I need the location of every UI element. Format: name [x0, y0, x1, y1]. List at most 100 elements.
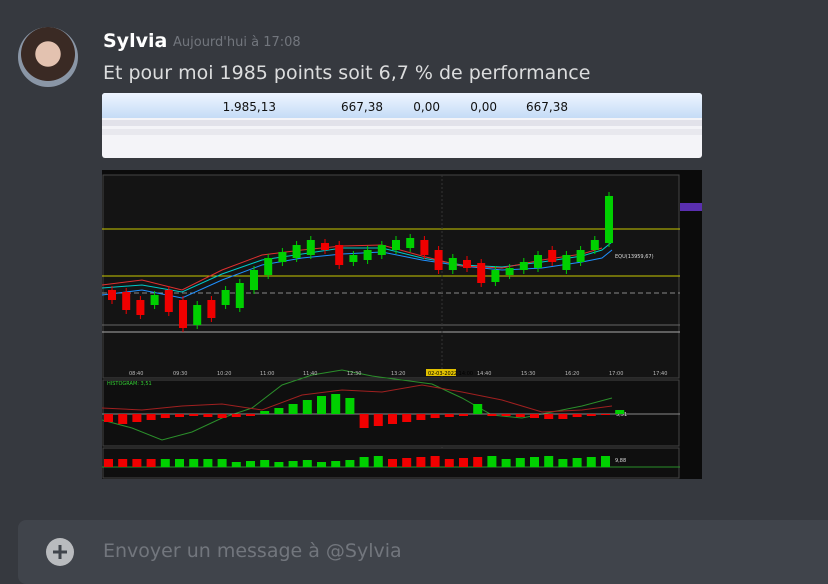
time-label: 09:30	[173, 371, 187, 377]
time-label: 17:40	[653, 371, 667, 377]
time-label: 10:20	[217, 371, 231, 377]
composer-placeholder: Envoyer un message à @Sylvia	[103, 540, 402, 562]
histogram-bar	[544, 414, 554, 419]
time-label: 08:40	[129, 371, 143, 377]
histogram-bar	[487, 414, 497, 416]
price-axis	[680, 175, 701, 378]
time-label: 11:40	[303, 371, 317, 377]
time-label: 11:00	[260, 371, 274, 377]
time-label: 13:20	[391, 371, 405, 377]
lower-bar	[160, 459, 170, 467]
signal-line	[102, 384, 613, 413]
chart-image[interactable]: EQU(13959,67) HISTOGRAM: 3,51 3,51 9,88 …	[102, 170, 702, 479]
lower-bar	[430, 456, 440, 467]
candle	[136, 300, 145, 315]
time-label: 12:30	[347, 371, 361, 377]
histogram-panel	[102, 379, 680, 447]
candle	[321, 243, 329, 250]
histogram-bar	[601, 414, 610, 415]
lower-bar	[104, 459, 113, 467]
avatar[interactable]	[18, 27, 78, 87]
candle	[548, 250, 557, 262]
histogram-bar	[231, 414, 241, 417]
histogram-bar	[302, 400, 312, 414]
lower-bar	[388, 459, 397, 467]
lower-bar	[601, 456, 610, 467]
histogram-bar	[558, 414, 568, 419]
lower-bar	[402, 458, 412, 467]
histogram-bar	[104, 414, 113, 422]
lower-bar	[444, 459, 454, 467]
histogram-bar	[416, 414, 426, 420]
candle	[519, 262, 528, 270]
attach-button[interactable]	[46, 538, 74, 566]
histogram-value: 3,51	[616, 412, 627, 418]
candle	[164, 290, 173, 312]
time-label: 15:30	[521, 371, 535, 377]
histogram-bar	[118, 414, 128, 424]
candle	[250, 270, 258, 290]
candle	[576, 250, 585, 262]
candle	[463, 260, 471, 268]
lower-bar	[530, 457, 539, 467]
lower-bar	[231, 462, 241, 467]
lower-bar	[487, 456, 497, 467]
lower-bar	[359, 457, 369, 467]
candle	[448, 258, 457, 270]
table-cell: 667,38	[341, 100, 383, 114]
candle	[264, 258, 273, 275]
histogram-bar	[331, 394, 341, 414]
table-cell: 667,38	[526, 100, 568, 114]
lower-bar	[118, 459, 128, 467]
time-label: 16:20	[565, 371, 579, 377]
candle	[434, 250, 443, 270]
lower-bar	[473, 457, 483, 467]
lower-bar	[246, 461, 255, 467]
histogram-bar	[274, 408, 284, 414]
lower-bar	[274, 462, 284, 467]
signal-line	[102, 369, 613, 441]
candle	[477, 263, 486, 283]
lower-bar	[586, 457, 596, 467]
author-name[interactable]: Sylvia	[103, 30, 168, 52]
histogram-bar	[175, 414, 184, 417]
lower-bar	[175, 459, 184, 467]
candle	[335, 245, 344, 265]
candle	[108, 290, 116, 300]
histogram-bar	[444, 414, 454, 417]
histogram-bar	[132, 414, 142, 422]
histogram-bar	[373, 414, 383, 426]
histogram-bar	[430, 414, 440, 418]
histogram-bar	[160, 414, 170, 418]
lower-bar	[373, 456, 383, 467]
lower-bar	[515, 458, 525, 467]
candle	[207, 300, 216, 318]
lower-bar	[217, 459, 227, 467]
candle	[392, 240, 400, 250]
lower-bar	[331, 461, 341, 467]
candle	[193, 305, 202, 325]
candle	[306, 240, 315, 255]
date-highlight	[426, 369, 456, 376]
lower-bar	[501, 459, 511, 467]
candle	[292, 245, 301, 258]
lower-bar	[416, 457, 426, 467]
histogram-bar	[288, 404, 298, 414]
table-stripe	[102, 129, 702, 135]
candle	[235, 283, 244, 308]
candle	[150, 295, 159, 305]
lower-bar	[288, 461, 298, 467]
histogram-bar	[530, 414, 539, 418]
lower-bar	[132, 459, 142, 467]
histogram-bar	[217, 414, 227, 418]
histogram-bar	[203, 414, 213, 417]
histogram-bar	[586, 414, 596, 416]
histogram-bar	[572, 414, 582, 417]
lower-bar	[302, 460, 312, 467]
table-image[interactable]: 1.985,13 667,38 0,00 0,00 667,38	[102, 93, 702, 158]
candle	[605, 196, 613, 243]
time-label: 02-03-2022 14:00	[428, 371, 473, 377]
candle	[590, 240, 599, 250]
lower-bar	[459, 458, 468, 467]
table-row-bg	[102, 93, 702, 118]
